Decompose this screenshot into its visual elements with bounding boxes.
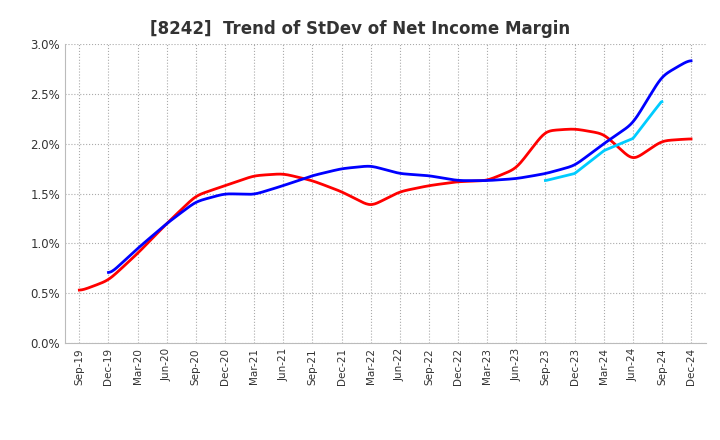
Text: [8242]  Trend of StDev of Net Income Margin: [8242] Trend of StDev of Net Income Marg… xyxy=(150,20,570,38)
